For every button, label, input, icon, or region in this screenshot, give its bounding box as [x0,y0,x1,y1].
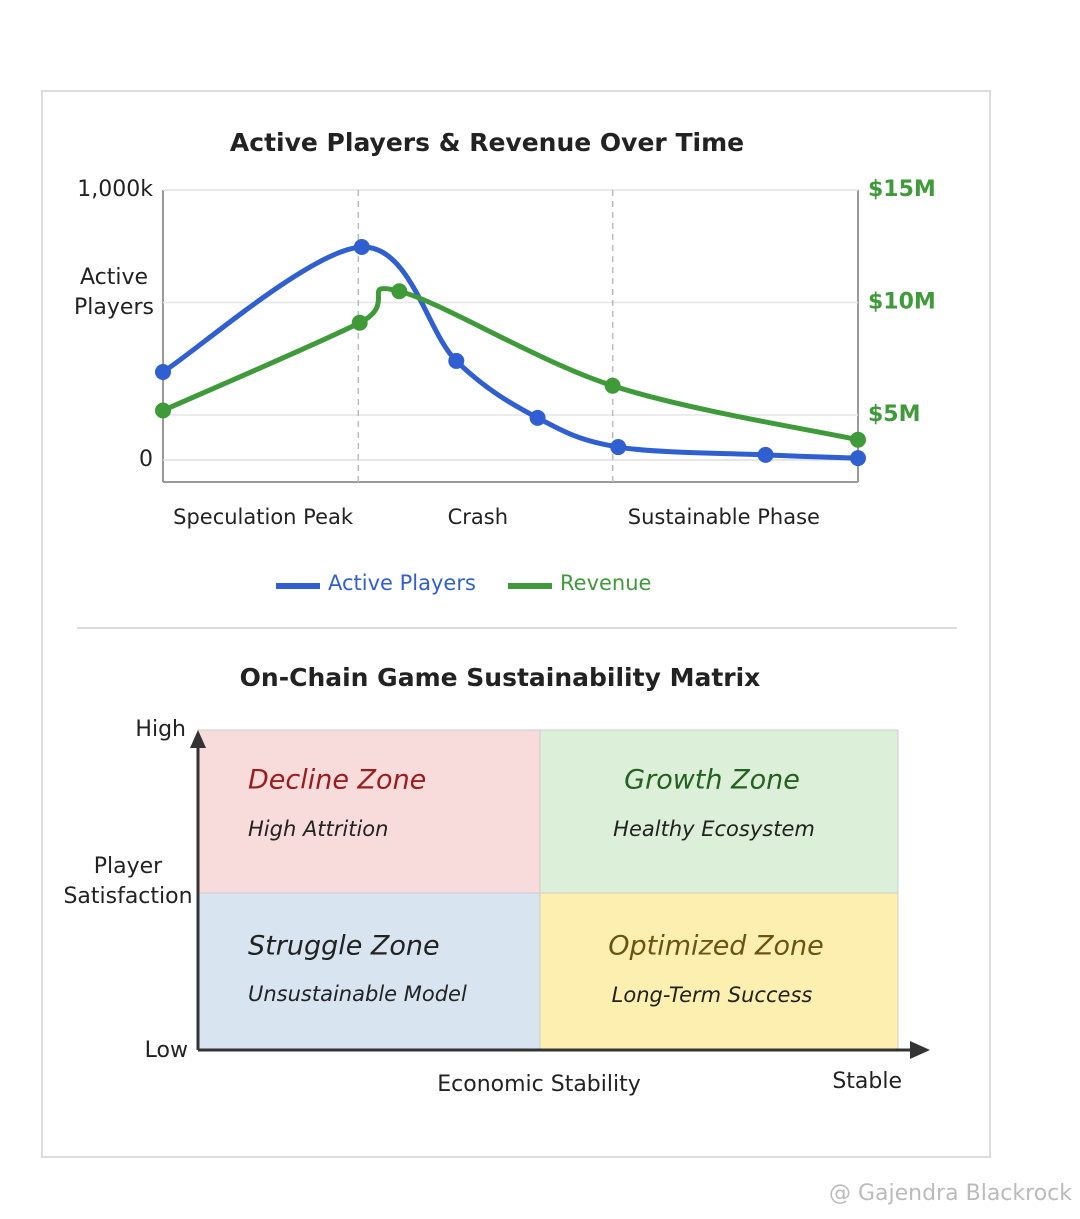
quadrant-subtitle: Long-Term Success [612,983,813,1007]
quadrant-title: Decline Zone [248,765,426,796]
y-tick-label: 1,000k [77,177,153,202]
quadrant-subtitle: Healthy Ecosystem [613,817,815,841]
series-line [160,244,861,461]
series-line [160,286,861,443]
point [757,446,774,463]
point [529,409,546,426]
x-arrow [910,1041,930,1059]
quadrant-decline [197,729,541,894]
point [610,439,627,456]
quadrant-title: Growth Zone [624,765,800,796]
y-label: Player Satisfaction [63,854,192,909]
y-tick-label: 0 [139,447,153,472]
point [850,450,866,467]
quadrant-optimized [539,892,899,1051]
legend-label: Revenue [560,571,651,595]
y-axis-label: Active Players [74,265,154,320]
x-high: Stable [832,1069,902,1094]
y2-tick-label: $5M [868,402,921,427]
x-label: Economic Stability [437,1072,641,1097]
matrix-title: On-Chain Game Sustainability Matrix [240,663,761,692]
legend-label: Active Players [328,571,476,595]
x-tick-label: Crash [448,505,508,529]
watermark: @ Gajendra Blackrock [829,1181,1072,1206]
y2-tick-label: $15M [868,177,936,202]
point [351,314,368,331]
quadrant-struggle [197,892,541,1051]
y-high: High [135,717,186,742]
y-low: Low [145,1038,188,1063]
point [604,377,621,394]
point [850,431,866,448]
point [353,238,370,255]
point [155,402,171,419]
x-tick-label: Sustainable Phase [628,505,820,529]
point [448,352,465,369]
quadrant-title: Optimized Zone [608,931,824,962]
chart-title: Active Players & Revenue Over Time [230,128,744,157]
quadrant-subtitle: Unsustainable Model [248,982,467,1006]
x-tick-label: Speculation Peak [173,505,354,529]
point [155,363,171,380]
y-arrow [190,730,206,748]
quadrant-subtitle: High Attrition [248,817,388,841]
point [391,283,408,300]
quadrant-title: Struggle Zone [248,931,440,962]
quadrant-growth [539,729,899,894]
y2-tick-label: $10M [868,290,936,315]
